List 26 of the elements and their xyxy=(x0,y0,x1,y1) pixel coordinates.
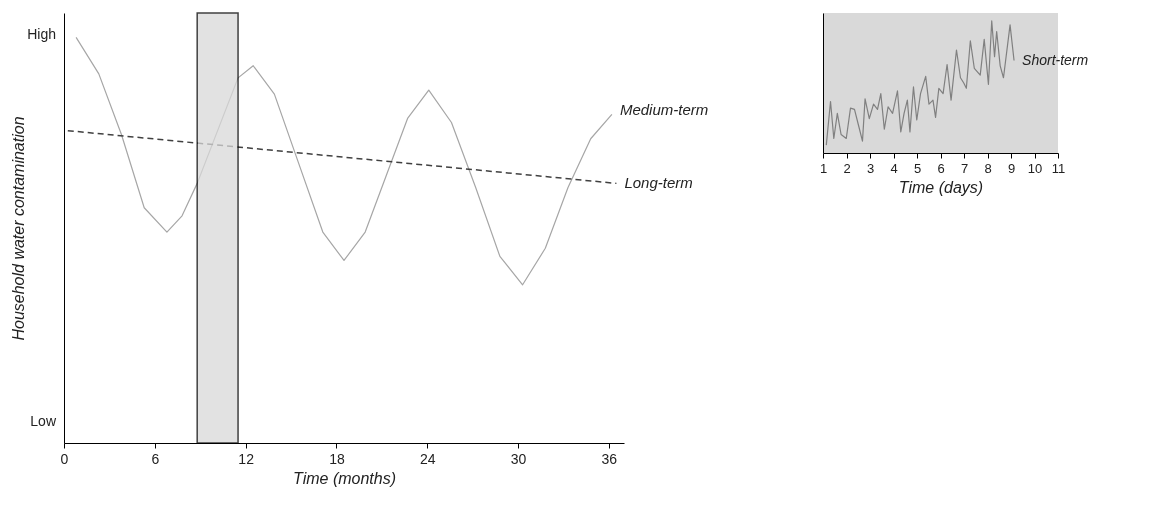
x-tick-label: 11 xyxy=(1051,160,1066,176)
x-tick-label: 4 xyxy=(890,160,898,176)
text: High xyxy=(27,25,56,42)
x-tick-label: 0 xyxy=(60,450,69,467)
x-tick-label: 18 xyxy=(329,450,345,467)
x-tick-label: 30 xyxy=(510,450,527,467)
x-axis-title: Time (days) xyxy=(898,178,984,196)
x-tick-label: 7 xyxy=(960,160,969,176)
x-tick-label: 12 xyxy=(238,450,255,467)
x-tick-label: 24 xyxy=(419,450,436,467)
x-tick-label: 10 xyxy=(1027,160,1043,176)
x-tick-label: 2 xyxy=(843,160,851,176)
series-label: Medium-term xyxy=(619,101,709,119)
series-label: Short-term xyxy=(1022,51,1089,68)
x-tick-label: 6 xyxy=(937,160,945,176)
series-label: Long-term xyxy=(624,174,693,192)
x-tick-label: 5 xyxy=(913,160,922,176)
x-axis-title: Time (months) xyxy=(293,469,396,487)
x-tick-label: 3 xyxy=(866,160,875,176)
x-tick-label: 1 xyxy=(819,160,828,176)
x-tick-label: 8 xyxy=(984,160,992,176)
text: Low xyxy=(30,412,57,429)
y-axis-title: Household water contamination xyxy=(9,116,27,341)
x-tick-label: 9 xyxy=(1007,160,1016,176)
x-tick-label: 6 xyxy=(151,450,160,467)
x-tick-label: 36 xyxy=(601,450,618,467)
